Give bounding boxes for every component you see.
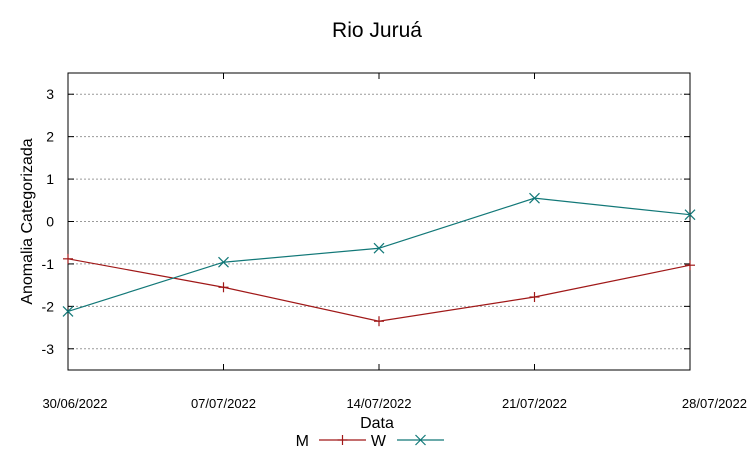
x-tick-label: 07/07/2022 (191, 396, 256, 411)
x-tick-label: 30/06/2022 (42, 396, 107, 411)
data-point (685, 260, 695, 271)
data-point (374, 316, 384, 327)
data-point (529, 192, 540, 204)
data-point (373, 242, 385, 254)
y-axis: -3 -2 -1 0 1 2 3 (42, 86, 690, 357)
legend-marker (337, 435, 348, 445)
data-point (62, 306, 74, 317)
y-tick-label: -3 (42, 341, 55, 357)
y-axis-label: Anomalia Categorizada (19, 138, 36, 304)
x-tick-label: 21/07/2022 (502, 396, 567, 411)
x-tick-label: 14/07/2022 (346, 396, 411, 411)
x-axis-label: Data (360, 415, 394, 432)
y-tick-label: 3 (46, 86, 54, 102)
chart-title: Rio Juruá (332, 19, 422, 42)
legend-marker (415, 434, 426, 446)
y-tick-label: 0 (46, 214, 54, 230)
x-axis: 30/06/2022 07/07/2022 14/07/2022 21/07/2022… (42, 73, 747, 411)
series-line-w (67, 197, 691, 313)
series-line-m (67, 258, 691, 322)
legend-label: W (371, 433, 387, 450)
data-point (63, 253, 73, 264)
gridlines (68, 93, 690, 350)
y-tick-label: -1 (42, 256, 55, 272)
y-tick-label: -2 (42, 298, 55, 314)
data-point (218, 282, 229, 293)
x-tick-label: 28/07/2022 (682, 396, 747, 411)
y-tick-label: 2 (46, 129, 54, 145)
plot-frame (67, 72, 691, 371)
data-point (529, 292, 540, 303)
y-tick-label: 1 (46, 171, 54, 187)
data-point (684, 209, 696, 221)
legend-label: M (296, 433, 309, 450)
series-layer (62, 192, 696, 327)
data-point (218, 256, 229, 268)
